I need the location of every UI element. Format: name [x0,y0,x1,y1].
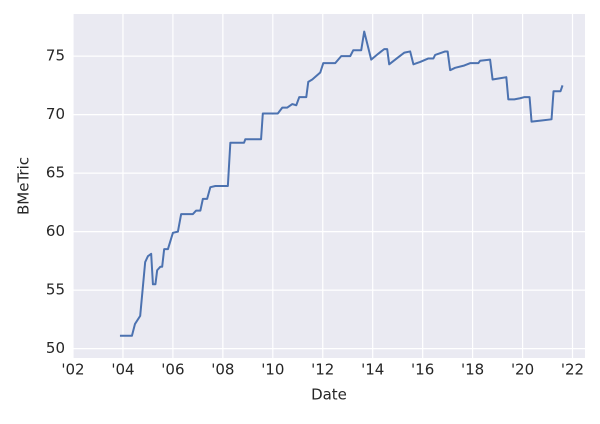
x-tick-label: '02 [61,361,84,379]
y-tick-label: 65 [46,164,65,182]
x-axis-label: Date [311,386,347,404]
y-tick-label: 50 [46,339,65,357]
x-tick-label: '12 [311,361,334,379]
plot-background [73,14,585,358]
y-tick-label: 70 [46,105,65,123]
x-tick-label: '22 [561,361,584,379]
x-tick-label: '16 [411,361,434,379]
data-line [119,30,564,337]
y-tick-label: 55 [46,281,65,299]
x-tick-label: '14 [361,361,384,379]
x-tick-label: '10 [261,361,284,379]
x-tick-label: '06 [161,361,184,379]
x-tick-label: '18 [461,361,484,379]
y-tick-label: 60 [46,222,65,240]
x-tick-label: '08 [211,361,234,379]
y-tick-label: 75 [46,47,65,65]
x-tick-label: '20 [511,361,534,379]
y-axis-label: BMeTric [15,157,33,215]
x-tick-label: '04 [111,361,134,379]
